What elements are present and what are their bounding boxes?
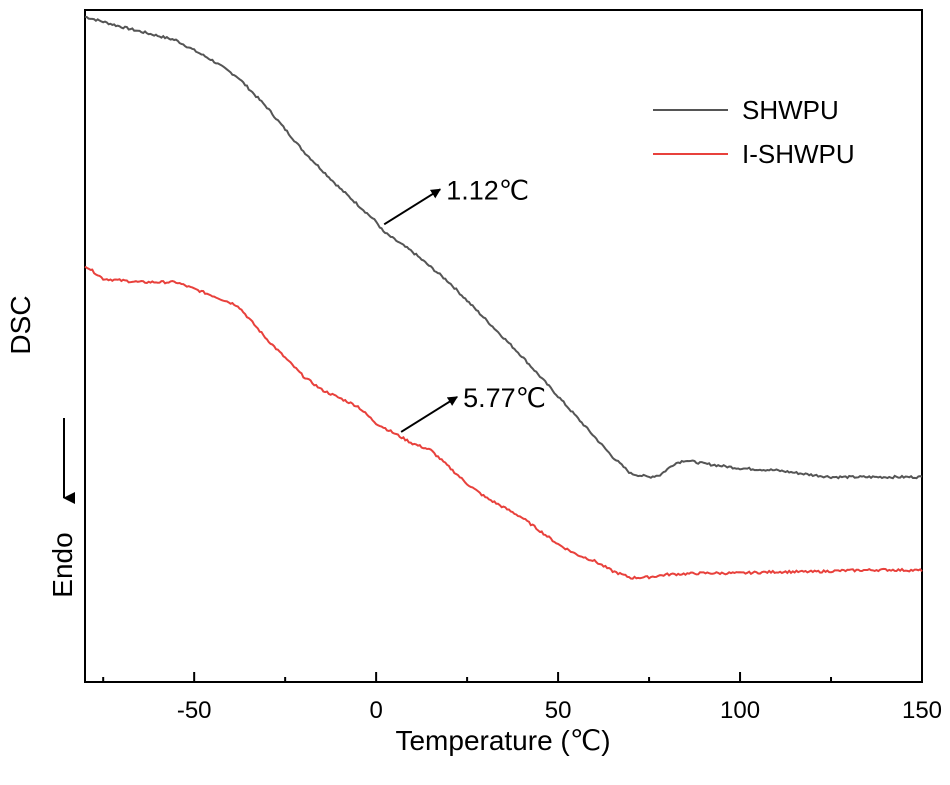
y-axis-label: DSC	[5, 295, 36, 354]
x-axis-label: Temperature (℃)	[395, 725, 610, 756]
legend: SHWPU I-SHWPU	[653, 95, 855, 169]
x-axis: -50 0 50 100 150	[102, 672, 942, 724]
endo-label: Endo	[47, 532, 78, 597]
annotation-arrow-shwpu	[383, 188, 442, 226]
series-line-i-shwpu	[84, 265, 923, 580]
legend-label-shwpu: SHWPU	[742, 95, 839, 125]
x-tick-label: 50	[545, 697, 572, 724]
x-tick-label: 100	[720, 697, 760, 724]
annotation-label-i-shwpu: 5.77℃	[463, 383, 546, 413]
plot-frame	[84, 9, 923, 683]
series-line-shwpu	[84, 15, 923, 480]
x-tick-label: 0	[369, 697, 382, 724]
annotation-arrow-i-shwpu	[400, 396, 458, 433]
legend-label-i-shwpu: I-SHWPU	[742, 139, 855, 169]
x-tick-label: 150	[902, 697, 942, 724]
x-tick-label: -50	[177, 697, 212, 724]
annotation-label-shwpu: 1.12℃	[446, 175, 529, 205]
